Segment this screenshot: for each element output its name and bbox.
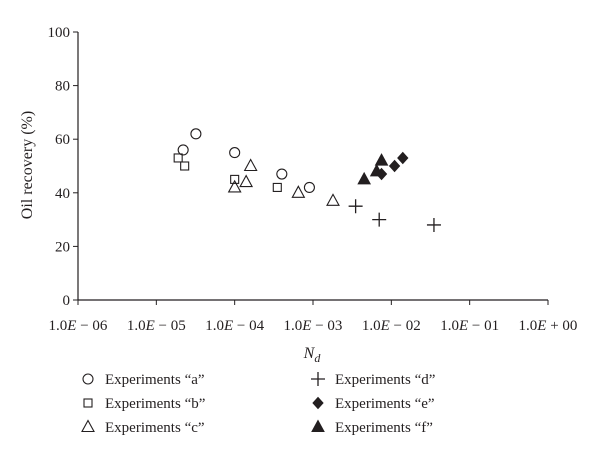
legend: Experiments “a” Experiments “b” Experiment… (81, 372, 435, 436)
series-b (173, 153, 282, 192)
data-point (227, 179, 242, 193)
y-tick-label: 100 (48, 25, 71, 41)
data-points (173, 128, 441, 232)
axes (77, 32, 548, 301)
series-c (227, 158, 340, 206)
ticks: 0 20 40 60 80 100 1.0E − 06 1.0E − 05 1.0E − 04 1… (48, 25, 578, 334)
data-point (272, 182, 282, 192)
series-d (348, 199, 441, 232)
data-point (357, 171, 372, 185)
y-tick-label: 40 (55, 186, 70, 202)
legend-marker (81, 419, 95, 433)
legend-label: Experiments “d” (335, 372, 435, 388)
y-tick-label: 60 (55, 132, 70, 148)
data-point (276, 168, 288, 180)
x-tick-label: 1.0E − 02 (362, 318, 421, 334)
y-axis-title: Oil recovery (%) (19, 111, 36, 219)
legend-label: Experiments “c” (105, 420, 205, 436)
data-point (426, 217, 441, 232)
x-axis-title: Nd (303, 345, 322, 365)
x-tick-label: 1.0E + 00 (519, 318, 578, 334)
data-point (303, 181, 315, 193)
data-point (374, 153, 389, 166)
data-point (243, 158, 258, 172)
data-point (177, 144, 189, 156)
data-point (369, 163, 384, 177)
data-point (326, 193, 340, 206)
data-point (291, 185, 306, 198)
legend-item: Experiments “f” (311, 419, 433, 436)
legend-marker (311, 372, 325, 386)
series-f (357, 153, 389, 185)
legend-label: Experiments “f” (335, 420, 433, 436)
x-tick-label: 1.0E − 06 (49, 318, 108, 334)
series-a (177, 128, 315, 193)
legend-item: Experiments “c” (81, 419, 205, 436)
legend-marker (312, 396, 324, 410)
legend-item: Experiments “d” (311, 372, 435, 388)
x-tick-label: 1.0E − 04 (205, 318, 264, 334)
legend-marker (82, 373, 94, 385)
legend-item: Experiments “a” (82, 372, 205, 388)
legend-marker (311, 419, 325, 432)
x-tick-label: 1.0E − 03 (284, 318, 343, 334)
legend-label: Experiments “a” (105, 372, 205, 388)
legend-marker (83, 398, 93, 408)
data-point (348, 199, 363, 214)
data-point (180, 161, 190, 171)
x-axis-title-subscript: d (314, 351, 321, 365)
data-point (190, 128, 202, 140)
y-tick-label: 0 (63, 293, 71, 309)
legend-label: Experiments “e” (335, 396, 435, 412)
data-point (229, 147, 241, 159)
data-point (372, 212, 387, 227)
legend-item: Experiments “e” (312, 396, 435, 412)
y-tick-label: 80 (55, 79, 70, 95)
data-point (397, 151, 409, 165)
legend-item: Experiments “b” (83, 396, 205, 412)
legend-label: Experiments “b” (105, 396, 205, 412)
data-point (173, 153, 183, 163)
x-tick-label: 1.0E − 01 (440, 318, 499, 334)
data-point (230, 174, 240, 184)
y-tick-label: 20 (55, 239, 70, 255)
x-tick-label: 1.0E − 05 (127, 318, 186, 334)
data-point (388, 159, 401, 173)
data-point (239, 174, 254, 188)
x-axis-title-main: N (303, 345, 316, 362)
